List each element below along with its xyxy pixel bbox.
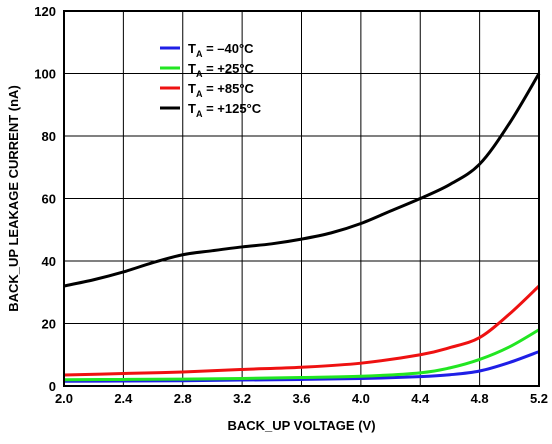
legend-label-0: TA = –40°C xyxy=(188,41,254,59)
y-tick-label: 120 xyxy=(34,4,56,19)
plot-frame xyxy=(63,10,540,387)
x-tick-label: 3.2 xyxy=(233,391,251,406)
series-line-1 xyxy=(63,328,540,382)
series-lines xyxy=(63,72,541,383)
y-tick-label: 40 xyxy=(42,254,56,269)
y-axis-title: BACK_UP LEAKAGE CURRENT (nA) xyxy=(6,85,21,312)
legend: TA = –40°C TA = +25°C TA = +85°C TA = +125°… xyxy=(160,41,262,119)
y-tick-label: 0 xyxy=(49,379,56,394)
y-tick-label: 100 xyxy=(34,67,56,82)
legend-label-2: TA = +85°C xyxy=(188,81,255,99)
y-tick-label: 80 xyxy=(42,129,56,144)
x-tick-label: 5.2 xyxy=(530,391,548,406)
x-tick-labels: 2.0 2.4 2.8 3.2 3.6 4.0 4.4 4.8 5.2 xyxy=(55,391,548,406)
y-tick-label: 60 xyxy=(42,192,56,207)
x-tick-label: 4.8 xyxy=(471,391,489,406)
x-tick-label: 4.0 xyxy=(352,391,370,406)
legend-label-3: TA = +125°C xyxy=(188,101,262,119)
series-line-2 xyxy=(63,284,541,377)
x-axis-title: BACK_UP VOLTAGE (V) xyxy=(227,418,375,433)
x-tick-label: 3.6 xyxy=(292,391,310,406)
x-tick-label: 2.4 xyxy=(114,391,133,406)
series-line-3 xyxy=(63,72,541,288)
legend-label-1: TA = +25°C xyxy=(188,61,255,79)
grid-lines xyxy=(64,11,539,386)
y-tick-labels: 0 20 40 60 80 100 120 xyxy=(34,4,56,394)
y-tick-label: 20 xyxy=(42,317,56,332)
x-tick-label: 4.4 xyxy=(411,391,430,406)
series-line-0 xyxy=(63,350,540,383)
x-tick-label: 2.0 xyxy=(55,391,73,406)
x-tick-label: 2.8 xyxy=(174,391,192,406)
